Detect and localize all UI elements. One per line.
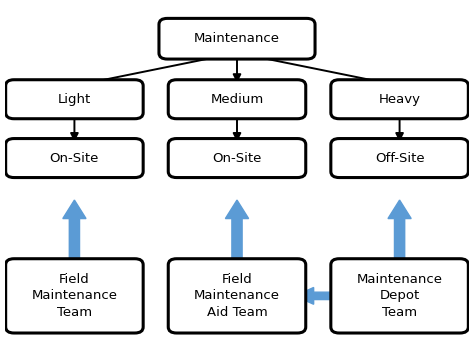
Text: Light: Light [58, 93, 91, 106]
FancyArrow shape [63, 200, 86, 263]
FancyBboxPatch shape [331, 139, 468, 178]
FancyBboxPatch shape [6, 80, 143, 119]
FancyBboxPatch shape [159, 19, 315, 59]
Text: On-Site: On-Site [212, 152, 262, 165]
FancyArrow shape [226, 200, 248, 263]
FancyBboxPatch shape [331, 259, 468, 333]
FancyBboxPatch shape [6, 139, 143, 178]
FancyBboxPatch shape [168, 139, 306, 178]
Text: On-Site: On-Site [50, 152, 99, 165]
Text: Field
Maintenance
Aid Team: Field Maintenance Aid Team [194, 273, 280, 319]
FancyBboxPatch shape [6, 259, 143, 333]
Text: Medium: Medium [210, 93, 264, 106]
Text: Heavy: Heavy [379, 93, 420, 106]
Text: Field
Maintenance
Team: Field Maintenance Team [31, 273, 118, 319]
Text: Maintenance
Depot
Team: Maintenance Depot Team [356, 273, 443, 319]
FancyBboxPatch shape [168, 259, 306, 333]
Text: Maintenance: Maintenance [194, 32, 280, 45]
FancyBboxPatch shape [331, 80, 468, 119]
FancyArrow shape [295, 287, 339, 304]
FancyArrow shape [388, 200, 411, 263]
Text: Off-Site: Off-Site [375, 152, 424, 165]
FancyBboxPatch shape [168, 80, 306, 119]
